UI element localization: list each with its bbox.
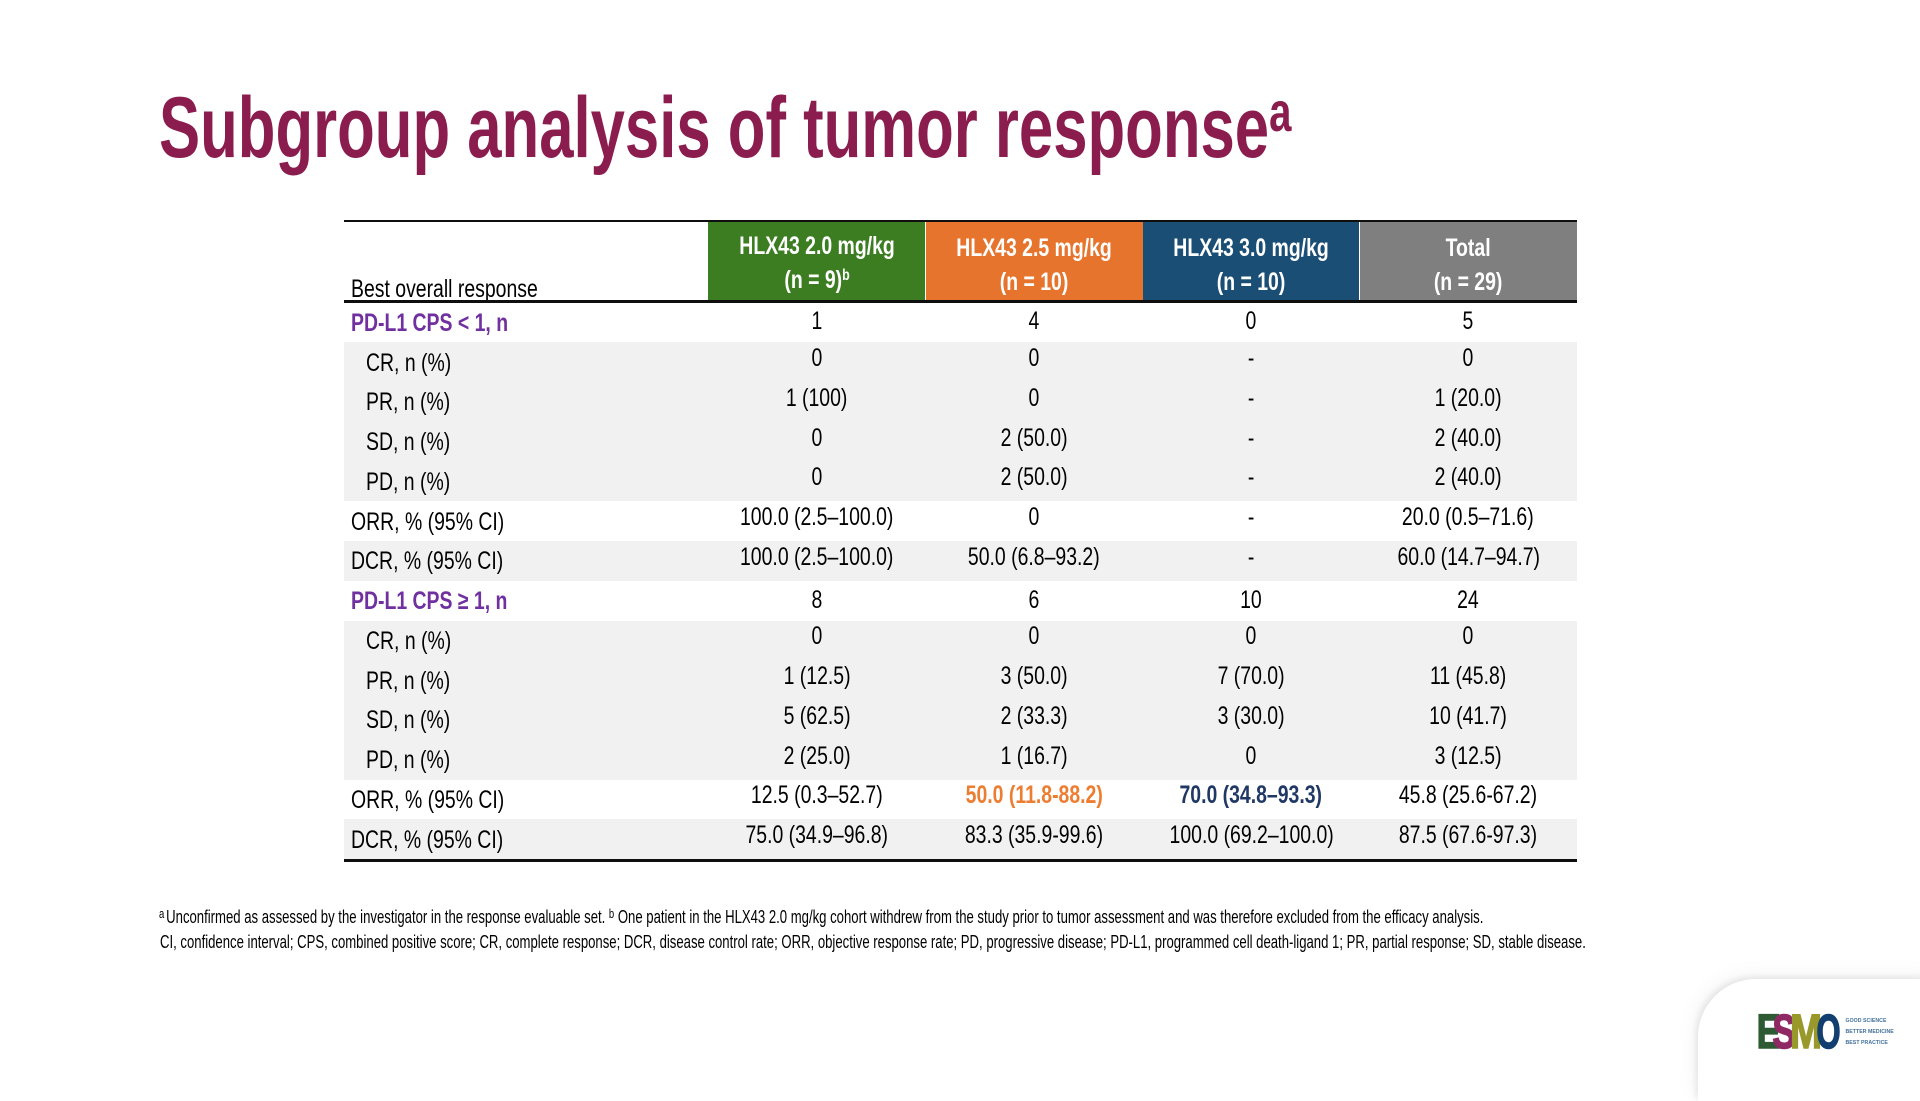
svg-text:S: S bbox=[1773, 1006, 1796, 1059]
svg-text:GOOD SCIENCE: GOOD SCIENCE bbox=[1846, 1018, 1887, 1024]
svg-text:BETTER MEDICINE: BETTER MEDICINE bbox=[1846, 1029, 1895, 1035]
svg-text:E: E bbox=[1757, 1006, 1781, 1059]
svg-text:BEST PRACTICE: BEST PRACTICE bbox=[1846, 1040, 1889, 1046]
svg-text:M: M bbox=[1790, 1006, 1822, 1059]
svg-text:O: O bbox=[1817, 1006, 1841, 1059]
